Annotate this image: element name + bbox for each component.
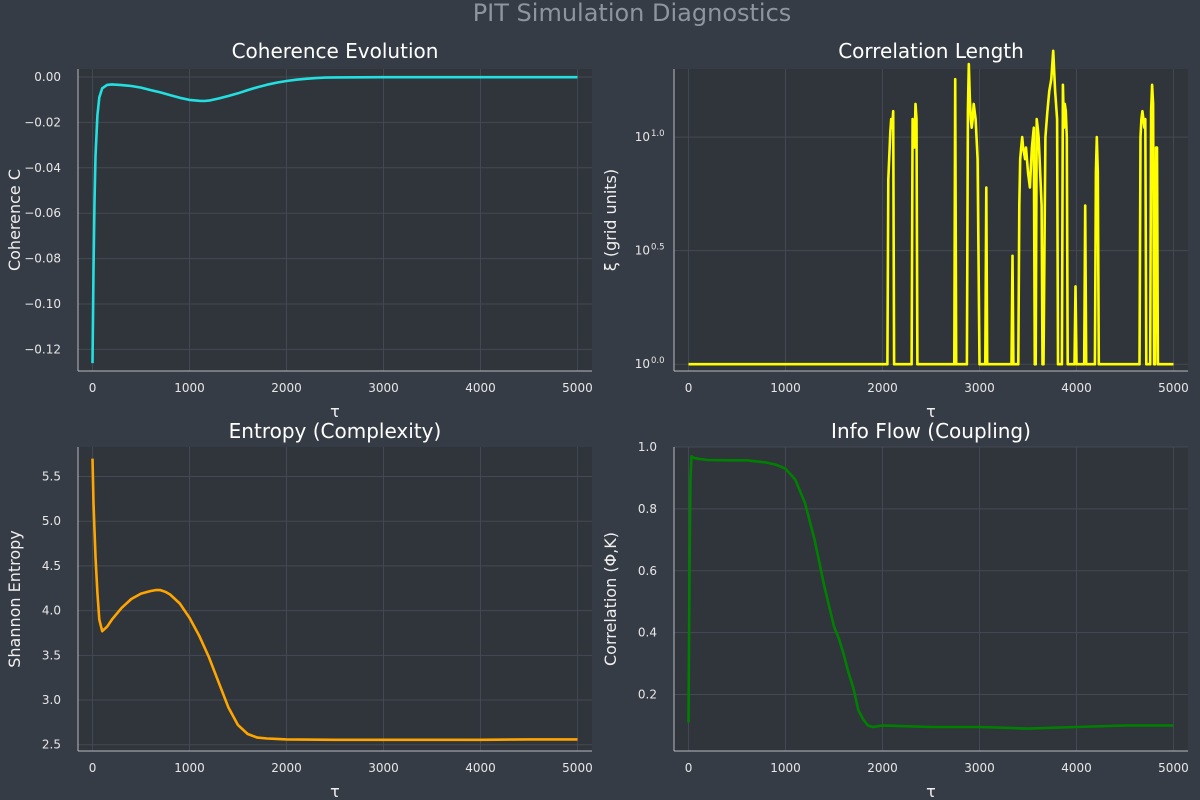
tick-labels: 0 1000 2000 3000 4000 5000 0.00 −0.02 −0.04 −0.06… bbox=[24, 70, 593, 395]
x-tick-label: 3000 bbox=[368, 381, 399, 395]
x-tick-label: 3000 bbox=[368, 761, 399, 775]
x-tick-label: 5000 bbox=[1158, 381, 1189, 395]
x-axis-label: τ bbox=[330, 402, 340, 421]
panel-entropy: 0 1000 2000 3000 4000 5000 2.5 3.0 3.5 4.0 4.5 5.0 5… bbox=[5, 419, 593, 800]
x-tick-label: 0 bbox=[685, 381, 693, 395]
x-tick-label: 0 bbox=[89, 761, 97, 775]
plot-area bbox=[78, 69, 592, 371]
y-tick-label: −0.06 bbox=[24, 206, 61, 220]
tick-labels: 0 1000 2000 3000 4000 5000 0.2 0.4 0.6 0.8 1.0 bbox=[638, 440, 1189, 775]
gridlines bbox=[78, 447, 592, 751]
y-tick-label: 0.4 bbox=[638, 626, 657, 640]
figure-title: PIT Simulation Diagnostics bbox=[473, 0, 792, 27]
plot-area bbox=[78, 447, 592, 751]
y-tick-label: 2.5 bbox=[42, 738, 61, 752]
y-tick-label: 0.2 bbox=[638, 688, 657, 702]
x-tick-label: 5000 bbox=[562, 761, 593, 775]
y-tick-label: 0.8 bbox=[638, 502, 657, 516]
gridlines bbox=[78, 69, 592, 371]
x-tick-label: 4000 bbox=[1061, 761, 1092, 775]
data-series bbox=[687, 455, 1174, 730]
series-line bbox=[687, 455, 1174, 730]
data-series bbox=[91, 458, 578, 742]
chart-title: Entropy (Complexity) bbox=[229, 419, 442, 443]
x-axis-label: τ bbox=[926, 402, 936, 421]
y-tick-label: −0.04 bbox=[24, 161, 61, 175]
x-tick-label: 5000 bbox=[562, 381, 593, 395]
plot-area bbox=[674, 69, 1188, 371]
y-tick-label: 3.0 bbox=[42, 693, 61, 707]
x-tick-label: 1000 bbox=[174, 381, 205, 395]
y-tick-label: 0.00 bbox=[34, 70, 61, 84]
axes bbox=[673, 447, 1188, 752]
data-series bbox=[688, 49, 1174, 366]
axes bbox=[77, 69, 592, 372]
y-axis-label: Correlation (Φ,K) bbox=[601, 532, 620, 666]
y-tick-label: 5.0 bbox=[42, 514, 61, 528]
series-line bbox=[91, 458, 578, 742]
x-tick-label: 2000 bbox=[271, 381, 302, 395]
chart-title: Coherence Evolution bbox=[232, 39, 439, 63]
plot-area bbox=[674, 447, 1188, 751]
panel-info-flow: 0 1000 2000 3000 4000 5000 0.2 0.4 0.6 0.8 1.0 Inf… bbox=[601, 419, 1189, 800]
y-tick-exponent: 0.0 bbox=[651, 356, 665, 366]
y-axis-label: Coherence C bbox=[5, 169, 24, 271]
x-tick-label: 1000 bbox=[174, 761, 205, 775]
y-tick-label: 10 bbox=[635, 130, 650, 144]
x-tick-label: 5000 bbox=[1158, 761, 1189, 775]
y-tick-label: 10 bbox=[635, 244, 650, 258]
y-tick-exponent: 0.5 bbox=[651, 243, 665, 253]
x-tick-label: 4000 bbox=[465, 761, 496, 775]
y-tick-label: 5.5 bbox=[42, 470, 61, 484]
x-axis-label: τ bbox=[926, 782, 936, 800]
y-tick-label: −0.08 bbox=[24, 252, 61, 266]
y-tick-label: −0.12 bbox=[24, 342, 61, 356]
x-tick-label: 0 bbox=[89, 381, 97, 395]
y-tick-label: 1.0 bbox=[638, 440, 657, 454]
x-axis-label: τ bbox=[330, 782, 340, 800]
x-tick-label: 4000 bbox=[465, 381, 496, 395]
y-tick-label: 3.5 bbox=[42, 648, 61, 662]
series-line bbox=[91, 75, 578, 364]
x-tick-label: 3000 bbox=[964, 381, 995, 395]
x-tick-label: 2000 bbox=[271, 761, 302, 775]
tick-labels: 0 1000 2000 3000 4000 5000 2.5 3.0 3.5 4.0 4.5 5.0 5… bbox=[42, 470, 593, 775]
y-tick-label: 10 bbox=[635, 357, 650, 371]
y-tick-label: −0.02 bbox=[24, 115, 61, 129]
data-series bbox=[91, 75, 578, 364]
series-line bbox=[688, 49, 1174, 366]
x-tick-label: 3000 bbox=[964, 761, 995, 775]
panel-coherence: 0 1000 2000 3000 4000 5000 0.00 −0.02 −0.04 −0.06… bbox=[5, 39, 593, 421]
y-tick-label: 4.5 bbox=[42, 559, 61, 573]
y-tick-exponent: 1.0 bbox=[651, 129, 665, 139]
axes bbox=[673, 69, 1188, 372]
y-tick-label: −0.10 bbox=[24, 297, 61, 311]
y-tick-label: 4.0 bbox=[42, 604, 61, 618]
chart-title: Correlation Length bbox=[838, 39, 1024, 63]
y-axis-label: ξ (grid units) bbox=[601, 169, 620, 271]
axes bbox=[77, 447, 592, 752]
chart-title: Info Flow (Coupling) bbox=[831, 419, 1031, 443]
x-tick-label: 2000 bbox=[867, 761, 898, 775]
x-tick-label: 0 bbox=[685, 761, 693, 775]
x-tick-label: 2000 bbox=[867, 381, 898, 395]
y-tick-label: 0.6 bbox=[638, 564, 657, 578]
x-tick-label: 1000 bbox=[770, 761, 801, 775]
x-tick-label: 4000 bbox=[1061, 381, 1092, 395]
y-axis-label: Shannon Entropy bbox=[5, 530, 24, 668]
x-tick-label: 1000 bbox=[770, 381, 801, 395]
